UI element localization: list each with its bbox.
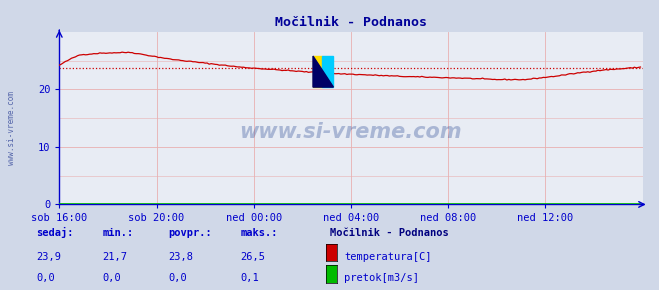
Text: pretok[m3/s]: pretok[m3/s]	[344, 273, 419, 283]
Text: 0,0: 0,0	[168, 273, 186, 283]
Text: Močilnik - Podnanos: Močilnik - Podnanos	[330, 228, 448, 238]
Text: 0,0: 0,0	[102, 273, 121, 283]
Text: min.:: min.:	[102, 228, 133, 238]
Text: maks.:: maks.:	[241, 228, 278, 238]
Text: www.si-vreme.com: www.si-vreme.com	[7, 90, 16, 165]
Polygon shape	[313, 56, 333, 87]
Text: 23,9: 23,9	[36, 251, 61, 262]
Text: povpr.:: povpr.:	[168, 228, 212, 238]
Text: 0,1: 0,1	[241, 273, 259, 283]
Text: 23,8: 23,8	[168, 251, 193, 262]
Bar	[313, 56, 322, 87]
Text: 26,5: 26,5	[241, 251, 266, 262]
Text: www.si-vreme.com: www.si-vreme.com	[240, 122, 462, 142]
Text: temperatura[C]: temperatura[C]	[344, 251, 432, 262]
Text: 21,7: 21,7	[102, 251, 127, 262]
Text: 0,0: 0,0	[36, 273, 55, 283]
Text: sedaj:: sedaj:	[36, 227, 74, 238]
Bar	[322, 56, 333, 87]
Title: Močilnik - Podnanos: Močilnik - Podnanos	[275, 16, 427, 29]
